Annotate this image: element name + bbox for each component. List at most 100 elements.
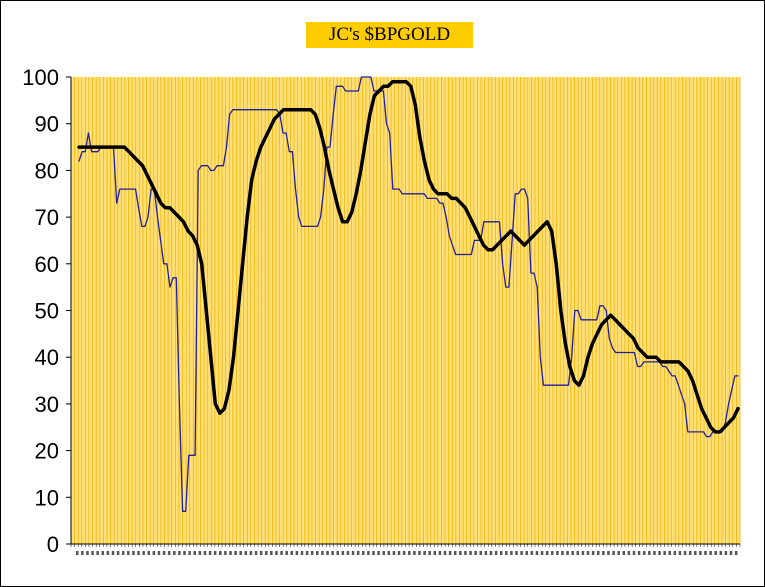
x-tick-label — [683, 551, 687, 555]
x-tick-label — [81, 551, 84, 555]
x-tick-label — [152, 551, 156, 555]
x-tick-label — [719, 551, 723, 555]
x-tick-label — [428, 551, 431, 555]
x-tick-label — [382, 551, 385, 555]
x-tick-label — [91, 551, 94, 555]
x-tick-label — [653, 551, 656, 555]
x-tick-label — [734, 551, 738, 555]
x-tick-label — [622, 551, 626, 555]
x-tick-label — [392, 551, 396, 555]
x-tick-label — [121, 551, 125, 555]
x-tick-label — [188, 551, 191, 555]
x-tick-label — [173, 551, 176, 555]
x-tick-label — [408, 551, 411, 555]
x-tick-label — [167, 551, 171, 555]
y-tick-label: 50 — [35, 299, 59, 324]
x-tick-label — [637, 551, 641, 555]
x-tick-label — [213, 551, 217, 555]
x-tick-label — [178, 551, 181, 555]
x-tick-label — [551, 551, 554, 555]
x-tick-label — [397, 551, 401, 555]
x-tick-label — [571, 551, 574, 555]
x-tick-label — [264, 551, 268, 555]
vertical-gridlines — [70, 77, 741, 544]
x-tick-label — [520, 551, 523, 555]
x-tick-label — [678, 551, 682, 555]
x-tick-label — [285, 551, 288, 555]
x-tick-label — [688, 551, 692, 555]
x-tick-label — [86, 551, 89, 555]
x-tick-label — [142, 551, 145, 555]
raw-series-line — [78, 76, 739, 512]
x-tick-label — [295, 551, 299, 555]
x-tick-label — [280, 551, 283, 555]
x-tick-label — [127, 551, 130, 555]
x-tick-label — [596, 551, 600, 555]
x-tick-label — [668, 551, 671, 555]
x-tick-label — [607, 551, 610, 555]
x-tick-label — [479, 551, 483, 555]
x-tick-label — [239, 551, 242, 555]
x-tick-label — [224, 551, 227, 555]
x-tick-label — [648, 551, 651, 555]
y-tick-label: 70 — [35, 205, 59, 230]
x-tick-label — [586, 551, 590, 555]
x-tick-label — [494, 551, 498, 555]
x-tick-label — [530, 551, 534, 555]
y-tick-label: 80 — [35, 158, 59, 183]
x-tick-label — [305, 551, 309, 555]
x-tick-label — [362, 551, 365, 555]
y-tick-label: 100 — [22, 65, 59, 90]
x-tick-label — [336, 551, 339, 555]
x-tick-label — [704, 551, 707, 555]
x-tick-label — [101, 551, 105, 555]
x-tick-label — [535, 551, 539, 555]
x-tick-label — [147, 551, 151, 555]
x-tick-label — [290, 551, 294, 555]
x-tick-label — [402, 551, 406, 555]
x-tick-label — [617, 551, 620, 555]
x-tick-label — [229, 551, 232, 555]
x-tick-label — [249, 551, 253, 555]
x-tick-label — [275, 551, 278, 555]
x-tick-label — [556, 551, 559, 555]
x-tick-label — [714, 551, 717, 555]
x-tick-label — [244, 551, 248, 555]
chart-title: JC's $BPGOLD — [306, 22, 473, 48]
x-tick-label — [453, 551, 457, 555]
y-tick-label: 30 — [35, 392, 59, 417]
x-tick-label — [694, 551, 697, 555]
y-axis: 0 10 20 30 40 50 60 70 80 90 100 — [22, 65, 72, 557]
x-tick-label — [658, 551, 661, 555]
x-tick-label — [448, 551, 452, 555]
x-tick-label — [341, 551, 345, 555]
y-tick-label: 40 — [35, 345, 59, 370]
x-tick-label — [474, 551, 477, 555]
x-tick-label — [642, 551, 646, 555]
x-tick-label — [162, 551, 166, 555]
x-tick-label — [566, 551, 569, 555]
x-tick-label — [193, 551, 196, 555]
x-tick-label — [423, 551, 426, 555]
x-tick-label — [259, 551, 263, 555]
y-tick-label: 10 — [35, 485, 59, 510]
x-tick-label — [602, 551, 605, 555]
x-tick-label — [433, 551, 437, 555]
x-tick-label — [443, 551, 447, 555]
x-tick-label — [459, 551, 462, 555]
x-tick-label — [612, 551, 615, 555]
x-tick-label — [326, 551, 329, 555]
x-tick-label — [208, 551, 212, 555]
x-tick-label — [316, 551, 319, 555]
x-tick-label — [469, 551, 472, 555]
y-tick-label: 20 — [35, 439, 59, 464]
y-tick-label: 60 — [35, 252, 59, 277]
x-tick-label — [254, 551, 258, 555]
x-tick-label — [627, 551, 631, 555]
x-tick-label — [203, 551, 207, 555]
x-tick-label — [632, 551, 636, 555]
x-tick-label — [489, 551, 493, 555]
x-tick-label — [157, 551, 161, 555]
x-tick-label — [499, 551, 503, 555]
